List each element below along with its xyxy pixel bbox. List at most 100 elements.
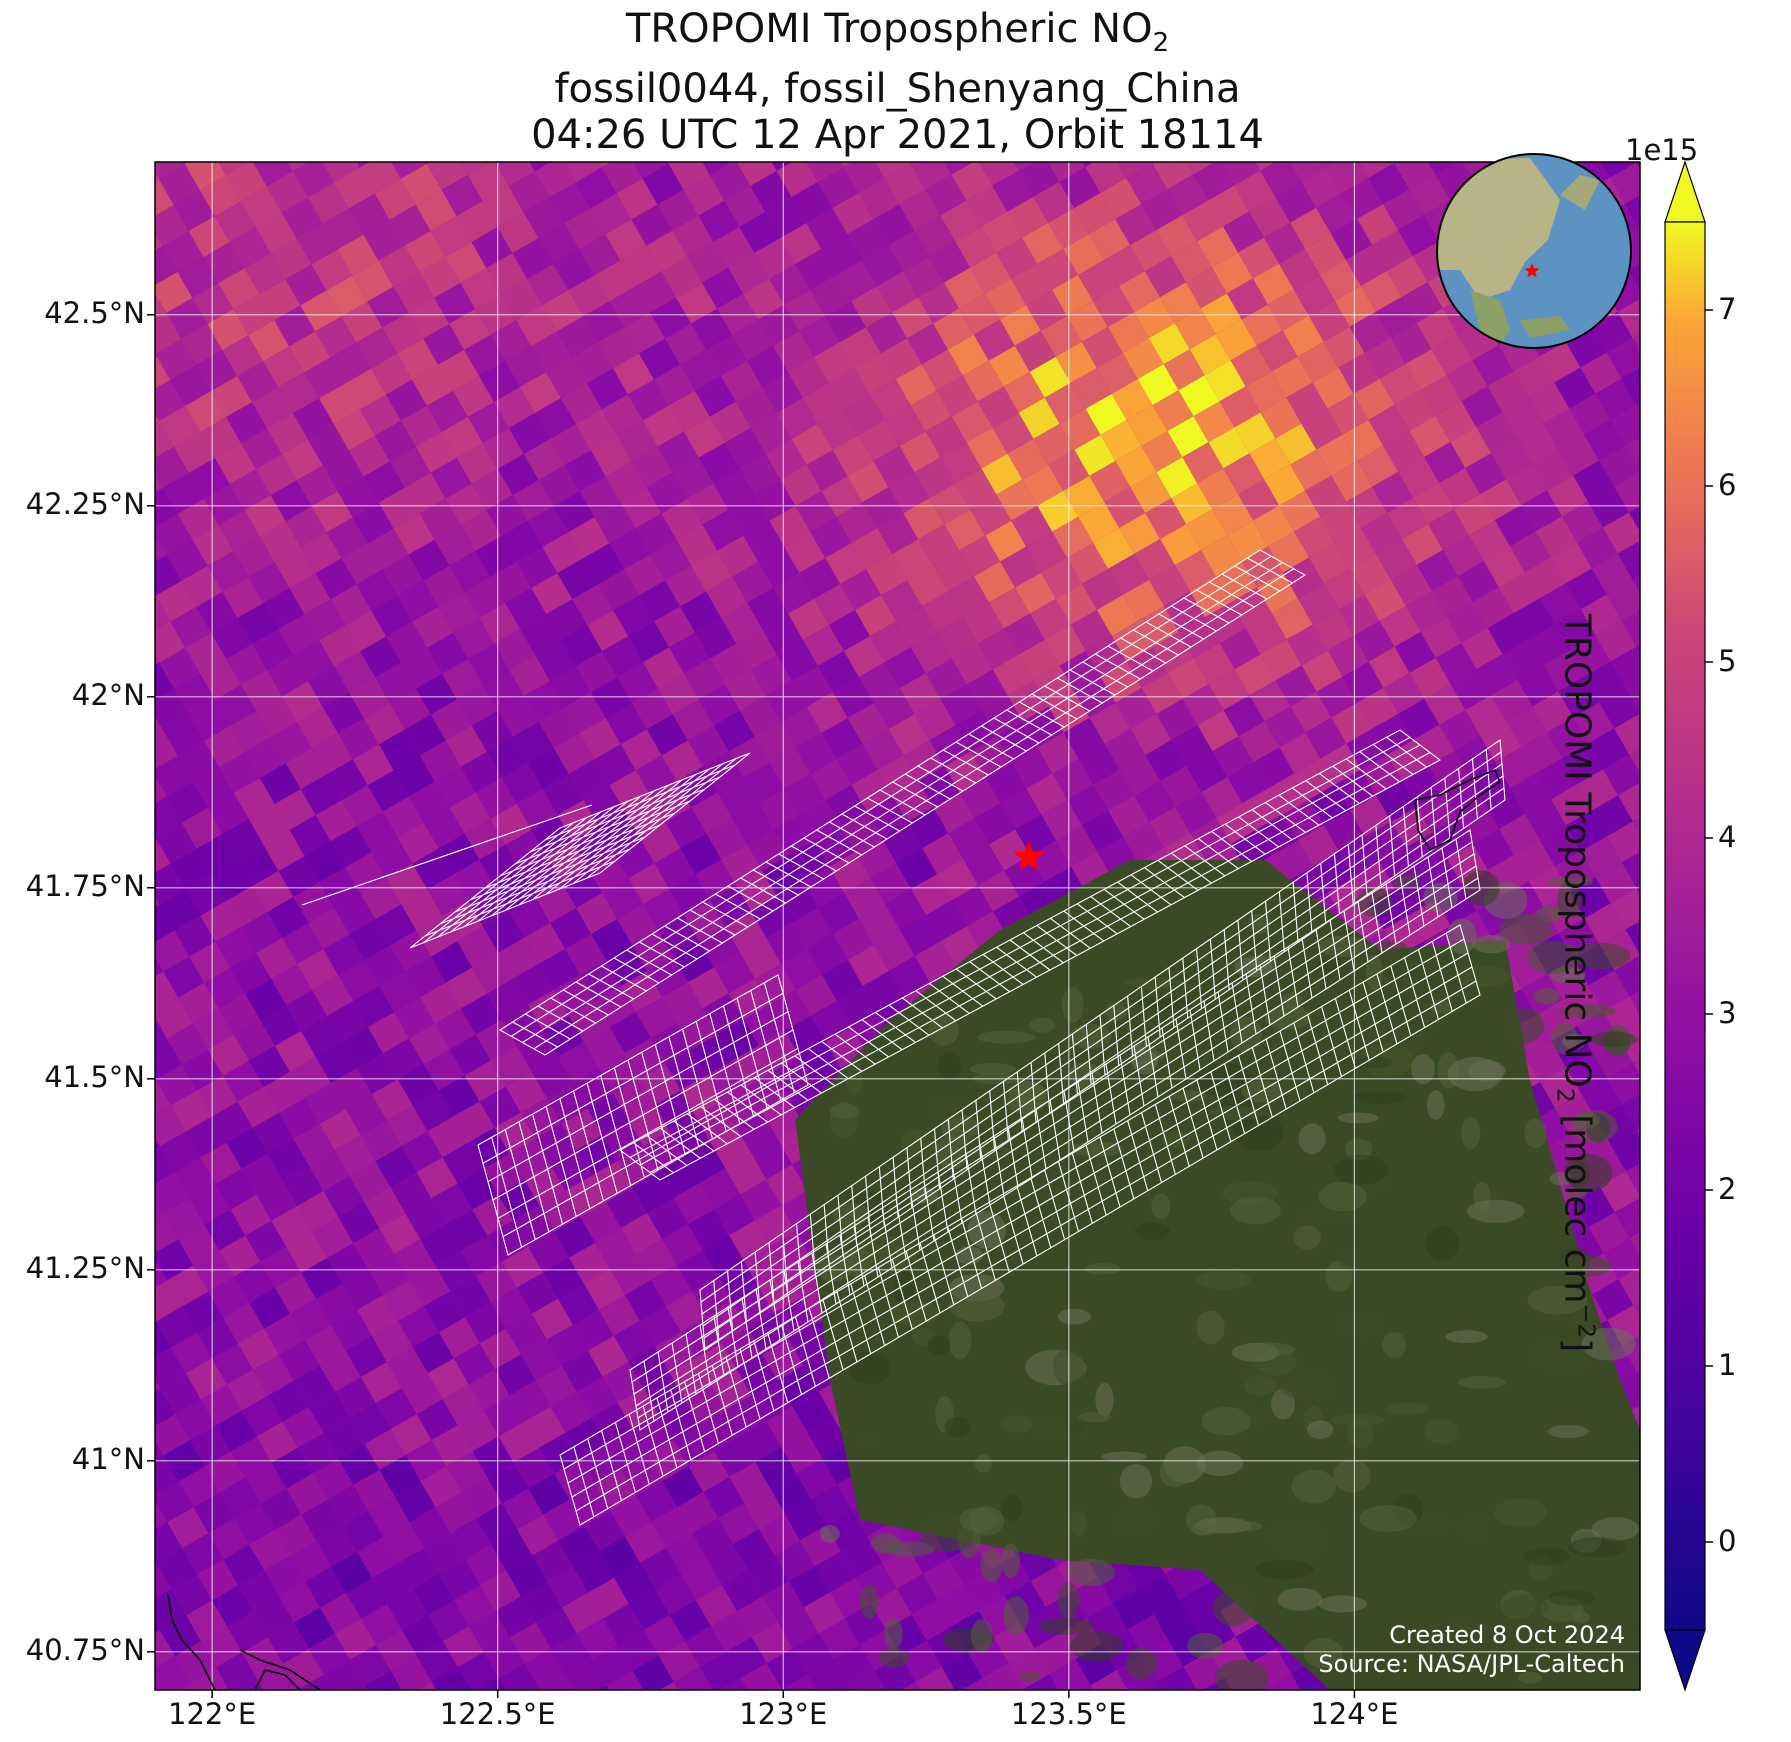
no2-pixel: [208, 1276, 250, 1318]
no2-pixel: [1082, 1685, 1094, 1690]
no2-pixel: [1197, 226, 1239, 268]
no2-pixel: [680, 833, 722, 875]
no2-pixel: [1629, 748, 1640, 774]
terrain-patch: [980, 1548, 1003, 1583]
no2-pixel: [155, 1138, 160, 1150]
footprint-line: [1251, 1047, 1273, 1118]
no2-pixel: [568, 759, 610, 801]
no2-pixel: [375, 1146, 417, 1188]
no2-pixel: [155, 353, 156, 355]
no2-pixel: [1260, 162, 1302, 197]
no2-pixel: [430, 699, 472, 741]
no2-pixel: [561, 1350, 603, 1392]
no2-pixel: [389, 446, 431, 488]
terrain-patch: [1298, 1123, 1326, 1155]
footprint-line: [1376, 973, 1398, 1045]
no2-pixel: [539, 948, 581, 990]
no2-pixel: [356, 162, 370, 168]
no2-pixel: [1134, 539, 1176, 581]
no2-pixel: [382, 796, 424, 838]
terrain-patch: [1420, 1010, 1441, 1030]
no2-pixel: [211, 376, 253, 418]
no2-pixel: [631, 204, 673, 246]
terrain-patch: [1564, 1153, 1613, 1192]
no2-pixel: [308, 1150, 350, 1191]
lat-tick-label: 42°N: [71, 677, 145, 712]
no2-pixel: [788, 598, 830, 640]
title-line3: 04:26 UTC 12 Apr 2021, Orbit 18114: [531, 112, 1264, 158]
no2-pixel: [1145, 256, 1186, 298]
no2-pixel: [394, 997, 435, 1039]
no2-pixel: [1636, 402, 1640, 412]
terrain-patch: [1333, 1155, 1389, 1185]
no2-pixel: [1152, 162, 1194, 190]
no2-pixel: [885, 889, 927, 930]
terrain-patch: [1560, 1004, 1616, 1018]
no2-pixel: [490, 561, 532, 603]
no2-pixel: [1286, 624, 1328, 666]
terrain-patch: [1125, 1646, 1158, 1680]
no2-pixel: [728, 736, 770, 778]
no2-pixel: [632, 1655, 674, 1690]
no2-pixel: [501, 279, 543, 321]
no2-pixel: [275, 1514, 317, 1556]
no2-pixel: [371, 353, 413, 395]
no2-pixel: [847, 461, 889, 503]
no2-pixel: [480, 1570, 522, 1612]
no2-pixel: [918, 524, 960, 566]
no2-pixel: [521, 1581, 562, 1623]
no2-pixel: [271, 1205, 313, 1247]
no2-pixel: [1536, 758, 1578, 800]
no2-pixel: [982, 1662, 1024, 1690]
no2-pixel: [610, 1253, 651, 1295]
footprint-line: [1306, 872, 1313, 933]
no2-pixel: [906, 323, 948, 365]
no2-pixel: [710, 1611, 752, 1653]
no2-pixel: [512, 721, 554, 763]
no2-pixel: [814, 1551, 856, 1593]
terrain-patch: [974, 1454, 992, 1473]
no2-pixel: [155, 1064, 197, 1106]
terrain-patch: [1264, 1004, 1311, 1031]
no2-pixel: [1279, 490, 1321, 532]
no2-pixel: [658, 1640, 700, 1682]
no2-pixel: [367, 770, 409, 812]
no2-pixel: [211, 1101, 253, 1143]
footprint-line: [1058, 1043, 1065, 1104]
no2-pixel: [1134, 780, 1176, 822]
no2-pixel: [266, 413, 308, 455]
no2-pixel: [345, 368, 387, 410]
no2-pixel: [854, 353, 896, 395]
no2-pixel: [404, 714, 446, 756]
no2-pixel: [460, 268, 502, 309]
no2-pixel: [1346, 486, 1388, 528]
no2-pixel: [424, 1291, 465, 1333]
no2-pixel: [167, 1507, 209, 1549]
no2-pixel: [182, 1533, 224, 1575]
no2-pixel: [189, 1183, 231, 1225]
no2-pixel: [1015, 572, 1057, 614]
no2-pixel: [989, 587, 1030, 629]
no2-pixel: [1625, 921, 1640, 955]
no2-pixel: [259, 279, 301, 321]
no2-pixel: [486, 253, 528, 295]
no2-pixel: [755, 1447, 797, 1489]
no2-pixel: [409, 1507, 451, 1549]
terrain-patch: [1337, 1112, 1379, 1124]
no2-pixel: [457, 1168, 499, 1210]
no2-pixel: [446, 967, 488, 1009]
colorbar-extend-min: [1664, 1629, 1706, 1692]
no2-pixel: [650, 1265, 692, 1307]
no2-pixel: [494, 628, 536, 670]
no2-pixel: [111, 745, 152, 786]
no2-pixel: [687, 725, 729, 767]
terrain-patch: [1445, 1330, 1489, 1344]
no2-pixel: [155, 178, 174, 216]
no2-pixel: [952, 885, 994, 927]
no2-pixel: [703, 1477, 745, 1519]
no2-pixel: [568, 1000, 610, 1042]
no2-pixel: [1267, 289, 1309, 331]
terrain-patch: [1234, 956, 1273, 978]
no2-pixel: [371, 1321, 413, 1363]
no2-pixel: [627, 379, 669, 421]
